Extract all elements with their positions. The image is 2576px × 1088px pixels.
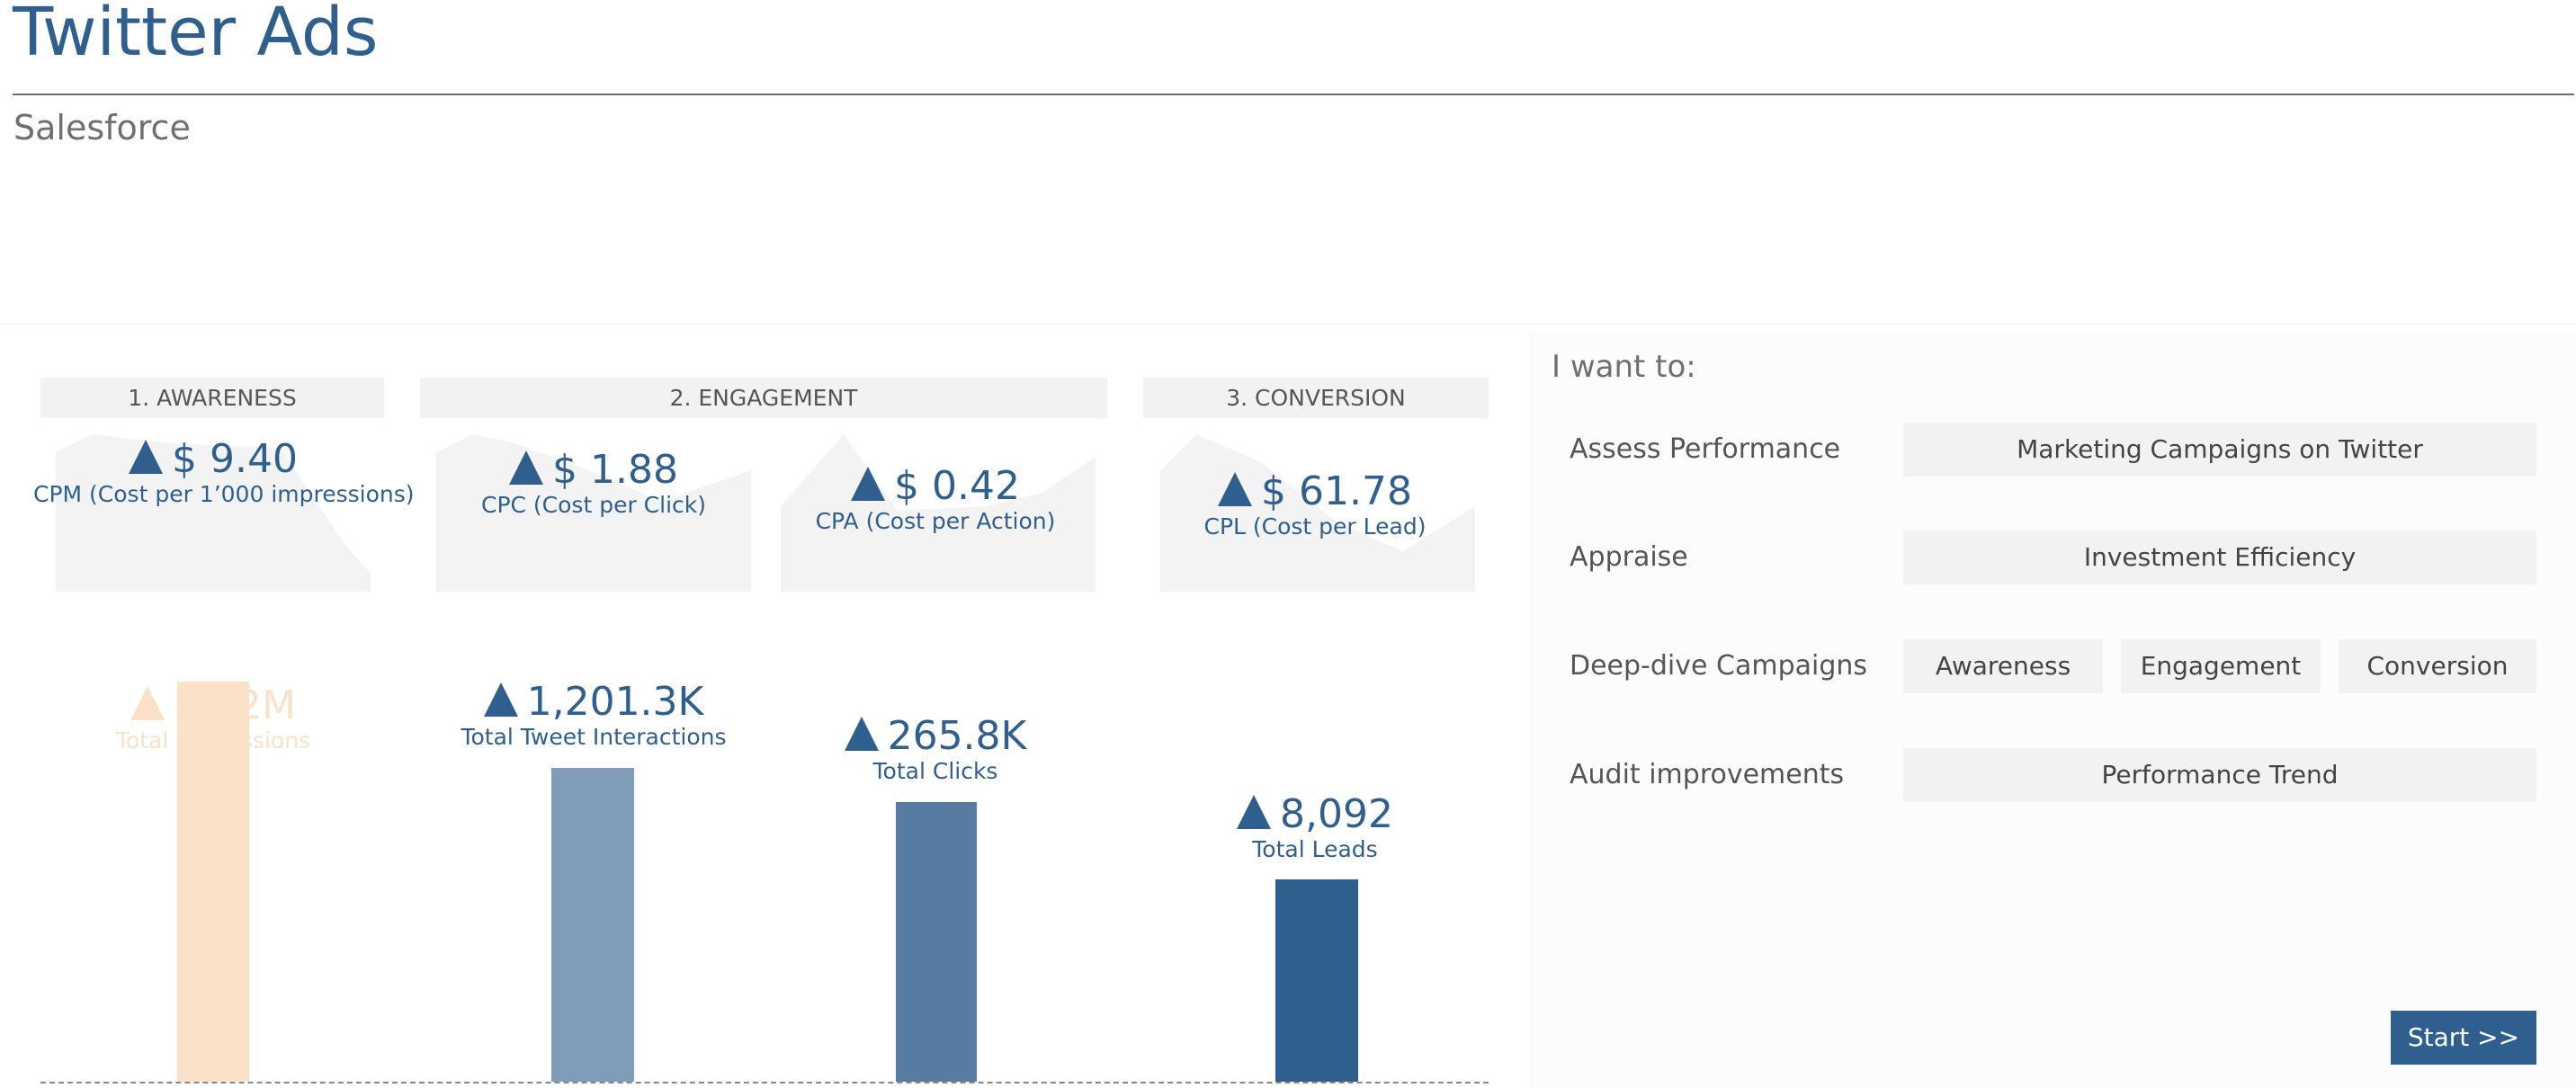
tweet-interactions-bar — [551, 768, 634, 1082]
clicks-bar — [896, 802, 977, 1082]
cpc-label: CPC (Cost per Click) — [480, 492, 706, 519]
triangle-up-icon — [130, 686, 165, 720]
stage-header-awareness: 1. AWARENESS — [40, 378, 384, 418]
chart-baseline — [40, 1082, 1489, 1084]
cpa-label: CPA (Cost per Action) — [815, 508, 1056, 535]
option-conversion[interactable]: Conversion — [2339, 639, 2536, 693]
triangle-up-icon — [483, 682, 518, 717]
tweet-interactions-label: Total Tweet Interactions — [461, 724, 727, 751]
start-button[interactable]: Start >> — [2391, 1011, 2536, 1065]
impressions-value: 53.2M — [174, 682, 296, 728]
clicks-kpi: 265.8K Total Clicks — [756, 713, 1115, 787]
cpl-label: CPL (Cost per Lead) — [1203, 513, 1427, 540]
triangle-up-icon — [851, 467, 886, 501]
option-performance-trend[interactable]: Performance Trend — [1903, 748, 2536, 802]
cpa-kpi: $ 0.42 CPA (Cost per Action) — [756, 463, 1115, 537]
cpa-value: $ 0.42 — [894, 463, 1020, 509]
cpl-value: $ 61.78 — [1261, 468, 1412, 514]
title-divider — [13, 94, 2574, 95]
clicks-value: 265.8K — [887, 713, 1027, 759]
impressions-label: Total Impressions — [115, 727, 311, 754]
row-label-assess: Assess Performance — [1570, 433, 1841, 465]
triangle-up-icon — [1237, 795, 1272, 829]
row-label-deep-dive: Deep-dive Campaigns — [1570, 650, 1868, 682]
option-engagement[interactable]: Engagement — [2121, 639, 2321, 693]
triangle-up-icon — [844, 717, 879, 751]
section-divider — [0, 324, 2576, 325]
cpm-kpi: $ 9.40 CPM (Cost per 1’000 impressions) — [33, 436, 415, 510]
cpl-kpi: $ 61.78 CPL (Cost per Lead) — [1135, 468, 1495, 542]
page-subtitle: Salesforce — [13, 108, 191, 147]
impressions-bar — [177, 682, 249, 1082]
stage-header-conversion: 3. CONVERSION — [1143, 378, 1489, 418]
leads-value: 8,092 — [1280, 791, 1393, 837]
row-label-audit: Audit improvements — [1570, 759, 1845, 790]
tweet-interactions-value: 1,201.3K — [526, 679, 704, 725]
panel-heading: I want to: — [1552, 349, 1696, 385]
option-investment-efficiency[interactable]: Investment Efficiency — [1903, 531, 2536, 584]
cpc-kpi: $ 1.88 CPC (Cost per Click) — [414, 447, 774, 521]
clicks-label: Total Clicks — [872, 758, 998, 785]
triangle-up-icon — [509, 450, 544, 485]
tweet-interactions-kpi: 1,201.3K Total Tweet Interactions — [414, 679, 774, 753]
cpm-value: $ 9.40 — [172, 436, 298, 482]
cpc-value: $ 1.88 — [552, 447, 678, 493]
stage-header-engagement: 2. ENGAGEMENT — [420, 378, 1107, 418]
option-awareness[interactable]: Awareness — [1903, 639, 2103, 693]
leads-bar — [1275, 879, 1358, 1082]
page-title: Twitter Ads — [13, 0, 379, 71]
triangle-up-icon — [129, 440, 164, 474]
impressions-kpi: 53.2M Total Impressions — [33, 682, 393, 756]
row-label-appraise: Appraise — [1570, 541, 1688, 573]
leads-label: Total Leads — [1252, 836, 1378, 863]
option-marketing-campaigns[interactable]: Marketing Campaigns on Twitter — [1903, 423, 2536, 477]
triangle-up-icon — [1218, 472, 1253, 506]
cpm-label: CPM (Cost per 1’000 impressions) — [33, 481, 415, 508]
leads-kpi: 8,092 Total Leads — [1135, 791, 1495, 865]
